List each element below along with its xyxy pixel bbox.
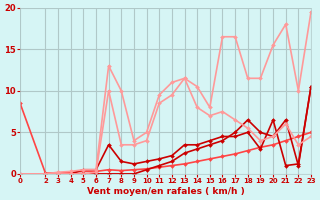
- X-axis label: Vent moyen/en rafales ( km/h ): Vent moyen/en rafales ( km/h ): [87, 187, 244, 196]
